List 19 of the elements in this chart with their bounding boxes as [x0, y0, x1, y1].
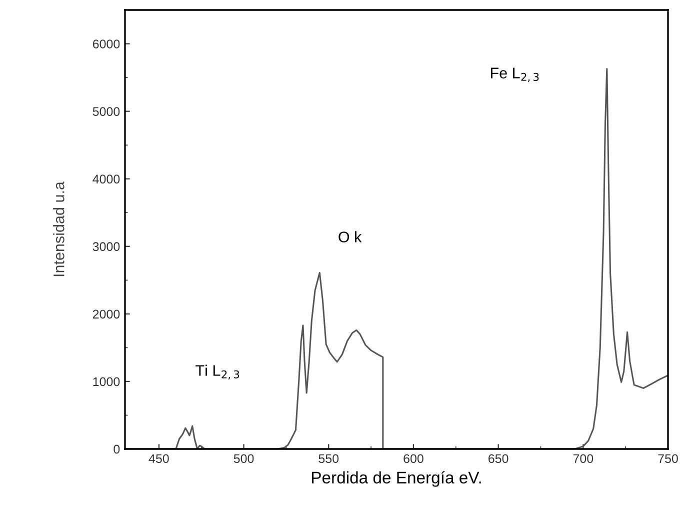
annotation: Ti L$_{2,3}$ — [196, 364, 240, 380]
x-tick-label: 500 — [234, 454, 254, 464]
annotation: O k — [338, 231, 362, 242]
x-tick-label: 700 — [573, 454, 594, 464]
x-tick-label: 750 — [658, 454, 678, 464]
y-tick-label: 1000 — [93, 377, 120, 386]
x-tick-label: 450 — [148, 454, 169, 464]
annotation: Fe L$_{2,3}$ — [490, 68, 539, 82]
y-tick-label: 0 — [114, 444, 120, 454]
y-tick-label: 2000 — [92, 310, 120, 319]
y-tick-label: 3000 — [92, 242, 120, 252]
x-tick-label: 550 — [318, 454, 339, 464]
y-tick-label: 5000 — [92, 107, 120, 116]
y-axis-title: Intensidad u.a — [53, 182, 64, 276]
y-tick-label: 4000 — [92, 174, 120, 184]
x-axis-title: Perdida de Energía eV. — [312, 471, 481, 487]
y-tick-label: 6000 — [92, 40, 120, 48]
x-tick-label: 600 — [404, 454, 424, 464]
x-tick-label: 650 — [488, 454, 508, 464]
